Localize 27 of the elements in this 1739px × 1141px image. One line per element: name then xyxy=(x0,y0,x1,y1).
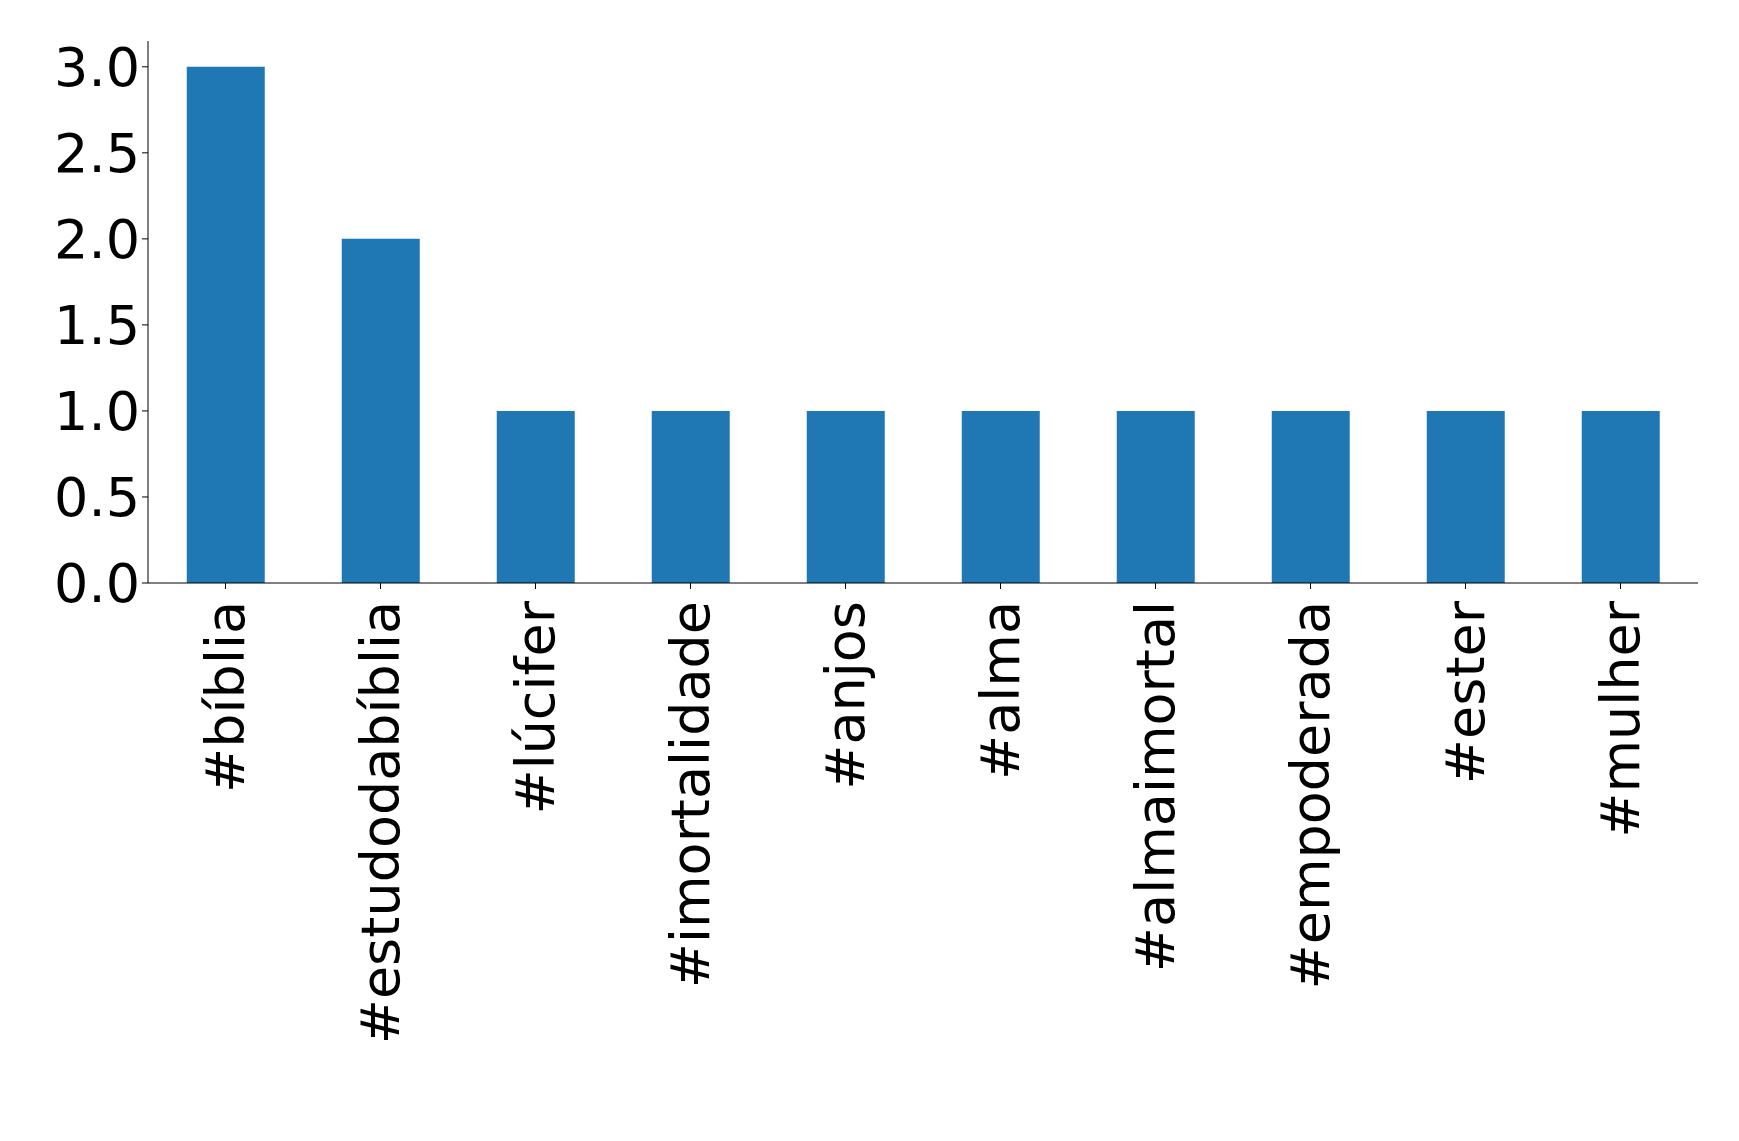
bar xyxy=(1116,410,1195,583)
y-tick-label: 2.5 xyxy=(54,122,140,186)
x-tick-label: #estudodabíblia xyxy=(349,601,412,1045)
bar xyxy=(496,410,575,583)
y-tick-label: 0.5 xyxy=(54,466,140,530)
y-tick-label: 1.0 xyxy=(54,380,140,444)
y-tick-label: 1.5 xyxy=(54,294,140,358)
bar xyxy=(1271,410,1350,583)
x-tick-label: #alma xyxy=(969,601,1032,781)
bar xyxy=(961,410,1040,583)
x-tick-label: #lúcifer xyxy=(504,600,567,815)
bar xyxy=(806,410,885,583)
bar xyxy=(1581,410,1660,583)
y-tick-label: 0.0 xyxy=(54,552,140,616)
bar xyxy=(186,66,265,583)
x-tick-label: #almaimortal xyxy=(1124,601,1187,973)
x-tick-label: #bíblia xyxy=(194,601,257,793)
bar xyxy=(651,410,730,583)
y-tick-label: 2.0 xyxy=(54,208,140,272)
x-tick-label: #ester xyxy=(1434,600,1497,785)
bar xyxy=(1426,410,1505,583)
x-tick-label: #mulher xyxy=(1589,600,1652,838)
y-tick-label: 3.0 xyxy=(54,35,140,99)
x-tick-label: #imortalidade xyxy=(659,601,722,989)
bar xyxy=(341,238,420,583)
x-tick-label: #empoderada xyxy=(1279,601,1342,990)
x-tick-label: #anjos xyxy=(814,601,877,790)
